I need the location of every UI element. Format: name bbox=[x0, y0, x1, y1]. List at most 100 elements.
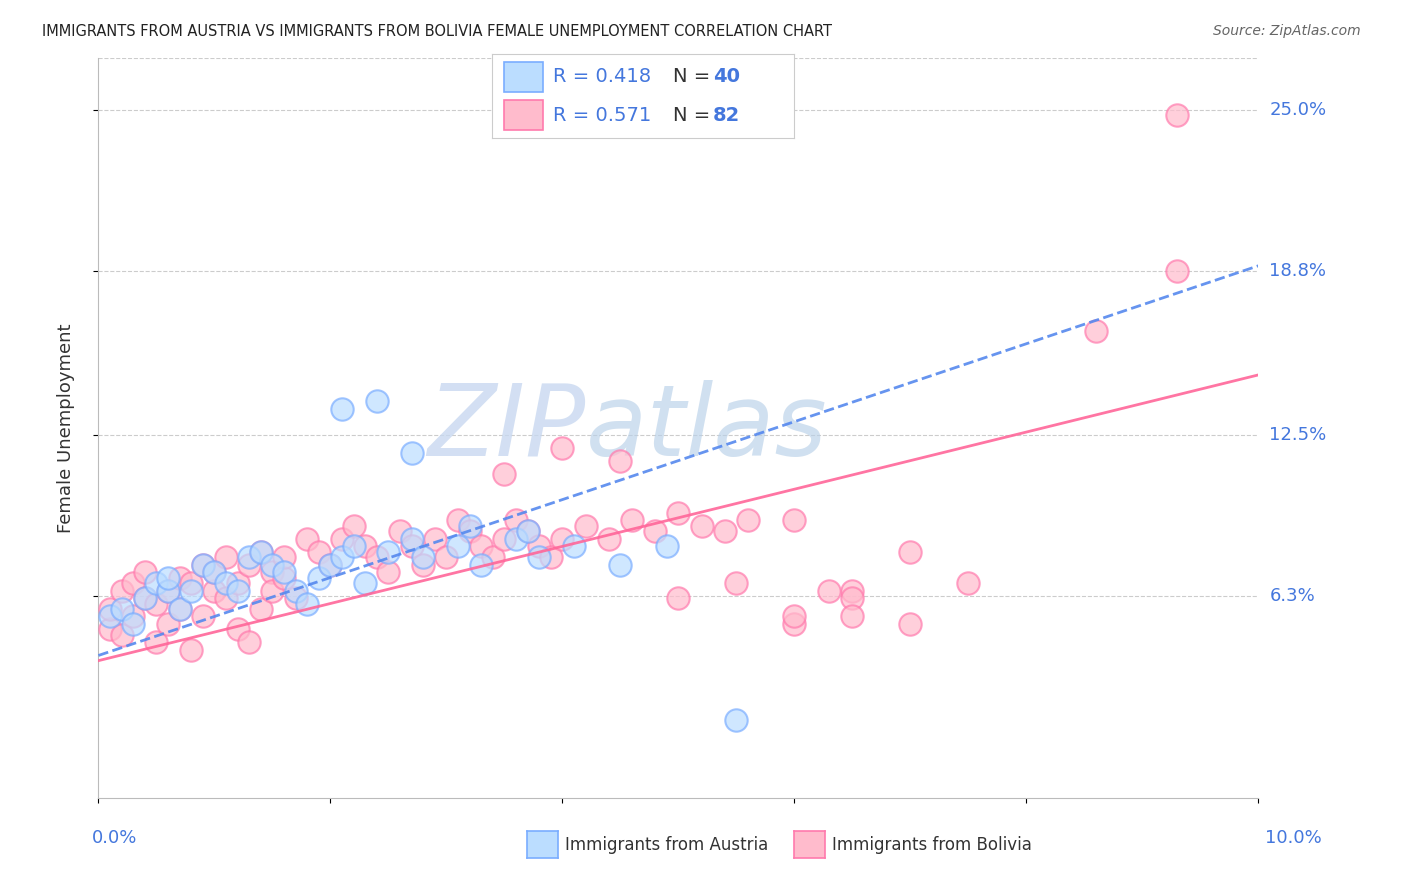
Point bbox=[273, 566, 295, 580]
Point bbox=[215, 549, 238, 564]
Text: 40: 40 bbox=[713, 67, 740, 86]
Point bbox=[412, 549, 434, 564]
Point bbox=[366, 393, 388, 408]
Point bbox=[191, 609, 214, 624]
Point bbox=[783, 617, 806, 632]
Point bbox=[666, 506, 689, 520]
Point bbox=[412, 558, 434, 572]
Point bbox=[145, 635, 167, 649]
Point bbox=[330, 532, 353, 546]
Point bbox=[481, 549, 505, 564]
Point bbox=[145, 597, 167, 611]
Point bbox=[157, 583, 180, 598]
Point bbox=[900, 544, 922, 558]
Point bbox=[238, 635, 260, 649]
Text: 10.0%: 10.0% bbox=[1265, 830, 1322, 847]
Text: IMMIGRANTS FROM AUSTRIA VS IMMIGRANTS FROM BOLIVIA FEMALE UNEMPLOYMENT CORRELATI: IMMIGRANTS FROM AUSTRIA VS IMMIGRANTS FR… bbox=[42, 24, 832, 38]
Point bbox=[226, 575, 249, 590]
Point bbox=[134, 566, 156, 580]
Point bbox=[458, 518, 481, 533]
Point bbox=[343, 540, 366, 554]
Point bbox=[1166, 108, 1188, 122]
Point bbox=[354, 540, 377, 554]
Point bbox=[157, 570, 180, 584]
Point bbox=[297, 532, 319, 546]
Point bbox=[319, 558, 342, 572]
Point bbox=[401, 446, 423, 460]
Point bbox=[157, 583, 180, 598]
Text: 82: 82 bbox=[713, 106, 740, 125]
Point bbox=[98, 623, 121, 637]
Point bbox=[215, 591, 238, 606]
Point bbox=[621, 513, 644, 527]
Point bbox=[330, 401, 353, 416]
Point bbox=[609, 558, 631, 572]
Point bbox=[98, 609, 121, 624]
Point bbox=[783, 609, 806, 624]
Point bbox=[191, 558, 214, 572]
Point bbox=[714, 524, 737, 538]
Point bbox=[354, 575, 377, 590]
Point bbox=[250, 544, 273, 558]
Point bbox=[204, 566, 226, 580]
Point bbox=[447, 540, 470, 554]
Point bbox=[238, 558, 260, 572]
Point bbox=[783, 513, 806, 527]
Point bbox=[841, 583, 863, 598]
Point bbox=[262, 566, 284, 580]
Point bbox=[134, 591, 156, 606]
Point bbox=[575, 518, 598, 533]
Text: 0.0%: 0.0% bbox=[91, 830, 136, 847]
Text: N =: N = bbox=[673, 67, 717, 86]
Point bbox=[169, 601, 191, 615]
Point bbox=[238, 549, 260, 564]
Point bbox=[562, 540, 585, 554]
Point bbox=[169, 570, 191, 584]
Text: ZIP: ZIP bbox=[427, 380, 585, 476]
Point bbox=[516, 524, 538, 538]
Point bbox=[957, 575, 980, 590]
Text: 18.8%: 18.8% bbox=[1270, 262, 1326, 280]
Point bbox=[609, 453, 631, 467]
Point bbox=[308, 570, 330, 584]
Point bbox=[111, 601, 132, 615]
Text: N =: N = bbox=[673, 106, 717, 125]
Point bbox=[145, 575, 167, 590]
Point bbox=[818, 583, 841, 598]
Point bbox=[204, 566, 226, 580]
Text: R = 0.418: R = 0.418 bbox=[553, 67, 651, 86]
Point bbox=[180, 583, 202, 598]
Point bbox=[215, 575, 238, 590]
Point bbox=[284, 583, 307, 598]
Point bbox=[470, 558, 492, 572]
Point bbox=[111, 583, 132, 598]
Point bbox=[644, 524, 666, 538]
Point bbox=[436, 549, 458, 564]
Point bbox=[494, 532, 516, 546]
Point bbox=[134, 591, 156, 606]
Text: Source: ZipAtlas.com: Source: ZipAtlas.com bbox=[1213, 24, 1361, 38]
Text: 25.0%: 25.0% bbox=[1270, 101, 1327, 119]
Point bbox=[529, 549, 551, 564]
Point bbox=[423, 532, 446, 546]
Point bbox=[284, 591, 307, 606]
Y-axis label: Female Unemployment: Female Unemployment bbox=[56, 324, 75, 533]
Text: R = 0.571: R = 0.571 bbox=[553, 106, 651, 125]
Point bbox=[273, 570, 295, 584]
Point bbox=[401, 540, 423, 554]
Point bbox=[204, 583, 226, 598]
Point bbox=[690, 518, 713, 533]
Point bbox=[494, 467, 516, 481]
Point bbox=[841, 609, 863, 624]
Point bbox=[377, 544, 399, 558]
Point bbox=[401, 532, 423, 546]
FancyBboxPatch shape bbox=[505, 100, 544, 130]
Point bbox=[516, 524, 538, 538]
Point bbox=[725, 575, 748, 590]
Point bbox=[98, 601, 121, 615]
Point bbox=[319, 558, 342, 572]
Point bbox=[529, 540, 551, 554]
Point bbox=[226, 623, 249, 637]
Point bbox=[122, 617, 145, 632]
Point bbox=[122, 609, 145, 624]
